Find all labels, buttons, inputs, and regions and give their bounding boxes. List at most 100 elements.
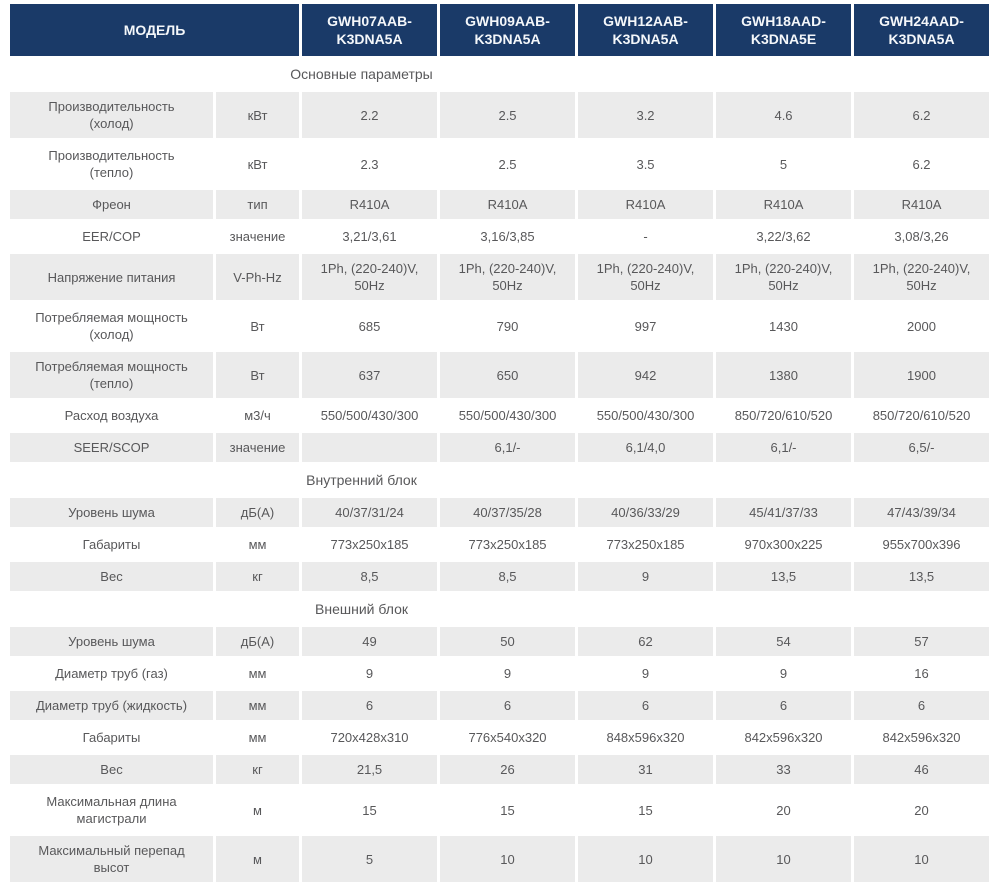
value-cell: 1Ph, (220-240)V, 50Hz <box>854 254 990 300</box>
value-cell: 45/41/37/33 <box>716 498 852 527</box>
model-header: GWH18AAD-K3DNA5E <box>716 4 852 56</box>
table-row: Фреон тип R410A R410A R410A R410A R410A <box>10 190 990 219</box>
param-cell: SEER/SCOP <box>10 433 213 462</box>
value-cell: 6 <box>302 691 438 720</box>
unit-cell: мм <box>216 723 300 752</box>
param-cell: Потребляемая мощность (холод) <box>10 303 213 349</box>
unit-cell: Вт <box>216 352 300 398</box>
value-cell: 6 <box>440 691 576 720</box>
section-filler <box>716 59 852 89</box>
table-row: Расход воздуха м3/ч 550/500/430/300 550/500… <box>10 401 990 430</box>
value-cell: 8,5 <box>440 562 576 591</box>
spec-table: МОДЕЛЬ GWH07AAB-K3DNA5A GWH09AAB-K3DNA5A… <box>7 1 992 885</box>
unit-cell: значение <box>216 433 300 462</box>
header-row: МОДЕЛЬ GWH07AAB-K3DNA5A GWH09AAB-K3DNA5A… <box>10 4 990 56</box>
unit-cell: тип <box>216 190 300 219</box>
value-cell: 33 <box>716 755 852 784</box>
value-cell: 2.3 <box>302 141 438 187</box>
section-title: Внутренний блок <box>10 465 714 495</box>
value-cell: 773x250x185 <box>440 530 576 559</box>
param-cell: Вес <box>10 755 213 784</box>
unit-cell: м <box>216 787 300 833</box>
spec-section: Внутренний блок Уровень шума дБ(А) 40/37/31… <box>10 465 990 591</box>
spec-section: Внешний блок Уровень шума дБ(А) 49 50 62 54 57 Д… <box>10 594 990 882</box>
value-cell: 6.2 <box>854 141 990 187</box>
section-filler <box>716 594 852 624</box>
value-cell: - <box>578 222 714 251</box>
value-cell: 10 <box>716 836 852 882</box>
table-row: Вес кг 8,5 8,5 9 13,5 13,5 <box>10 562 990 591</box>
value-cell: 3,21/3,61 <box>302 222 438 251</box>
unit-cell: мм <box>216 659 300 688</box>
value-cell: 6,1/4,0 <box>578 433 714 462</box>
value-cell: R410A <box>302 190 438 219</box>
value-cell: 1900 <box>854 352 990 398</box>
unit-cell: V-Ph-Hz <box>216 254 300 300</box>
value-cell: 2.2 <box>302 92 438 138</box>
table-row: Уровень шума дБ(А) 40/37/31/24 40/37/35/28 4… <box>10 498 990 527</box>
value-cell: 9 <box>440 659 576 688</box>
param-cell: Диаметр труб (газ) <box>10 659 213 688</box>
param-cell: Расход воздуха <box>10 401 213 430</box>
value-cell: 21,5 <box>302 755 438 784</box>
value-cell: 47/43/39/34 <box>854 498 990 527</box>
unit-cell: кг <box>216 755 300 784</box>
value-cell: 62 <box>578 627 714 656</box>
value-cell: 9 <box>578 659 714 688</box>
unit-cell: кВт <box>216 141 300 187</box>
table-row: Напряжение питания V-Ph-Hz 1Ph, (220-240)V… <box>10 254 990 300</box>
unit-cell: мм <box>216 530 300 559</box>
value-cell: 848x596x320 <box>578 723 714 752</box>
value-cell: 20 <box>716 787 852 833</box>
value-cell: 842x596x320 <box>716 723 852 752</box>
value-cell: 773x250x185 <box>302 530 438 559</box>
spec-table-header: МОДЕЛЬ GWH07AAB-K3DNA5A GWH09AAB-K3DNA5A… <box>10 4 990 56</box>
value-cell: 31 <box>578 755 714 784</box>
unit-cell: дБ(А) <box>216 627 300 656</box>
section-filler <box>716 465 852 495</box>
value-cell: 9 <box>302 659 438 688</box>
value-cell: 15 <box>440 787 576 833</box>
value-cell: 3,16/3,85 <box>440 222 576 251</box>
table-row: Габариты мм 720x428x310 776x540x320 848x596x… <box>10 723 990 752</box>
value-cell: 50 <box>440 627 576 656</box>
param-cell: Габариты <box>10 530 213 559</box>
value-cell: R410A <box>578 190 714 219</box>
value-cell: 3,22/3,62 <box>716 222 852 251</box>
value-cell: 13,5 <box>854 562 990 591</box>
param-cell: Габариты <box>10 723 213 752</box>
table-row: Производительность (тепло) кВт 2.3 2.5 3.5 5 6… <box>10 141 990 187</box>
value-cell: 49 <box>302 627 438 656</box>
value-cell: 550/500/430/300 <box>302 401 438 430</box>
value-cell: 6 <box>578 691 714 720</box>
section-title: Внешний блок <box>10 594 714 624</box>
value-cell: 1Ph, (220-240)V, 50Hz <box>302 254 438 300</box>
value-cell: 5 <box>302 836 438 882</box>
value-cell: 850/720/610/520 <box>716 401 852 430</box>
value-cell: R410A <box>854 190 990 219</box>
value-cell: 1Ph, (220-240)V, 50Hz <box>440 254 576 300</box>
value-cell: 2.5 <box>440 141 576 187</box>
value-cell: 6,1/- <box>440 433 576 462</box>
value-cell: 15 <box>302 787 438 833</box>
unit-cell: кг <box>216 562 300 591</box>
unit-cell: Вт <box>216 303 300 349</box>
unit-cell: значение <box>216 222 300 251</box>
value-cell: 6.2 <box>854 92 990 138</box>
table-row: Диаметр труб (жидкость) мм 6 6 6 6 6 <box>10 691 990 720</box>
section-row: Внутренний блок <box>10 465 990 495</box>
spec-section: Основные параметры Производительность (хо… <box>10 59 990 462</box>
unit-cell: кВт <box>216 92 300 138</box>
param-cell: Напряжение питания <box>10 254 213 300</box>
value-cell: 955x700x396 <box>854 530 990 559</box>
value-cell: 4.6 <box>716 92 852 138</box>
table-row: Потребляемая мощность (тепло) Вт 637 650 942… <box>10 352 990 398</box>
section-filler <box>854 59 990 89</box>
model-column-label: МОДЕЛЬ <box>10 4 300 56</box>
model-header: GWH12AAB-K3DNA5A <box>578 4 714 56</box>
table-row: EER/COP значение 3,21/3,61 3,16/3,85-3,22/3… <box>10 222 990 251</box>
value-cell: 550/500/430/300 <box>440 401 576 430</box>
section-title: Основные параметры <box>10 59 714 89</box>
unit-cell: дБ(А) <box>216 498 300 527</box>
